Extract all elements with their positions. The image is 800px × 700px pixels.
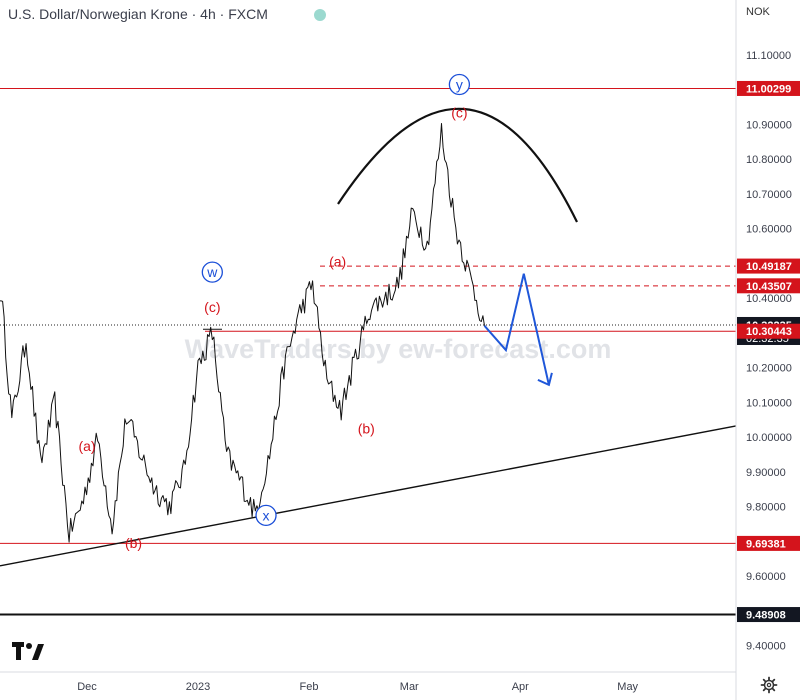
trendline-group [0, 425, 737, 567]
price-tags: 11.0029910.4918710.4350710.3223502:32:35… [737, 80, 800, 623]
x-tick-label: May [617, 681, 638, 693]
price-tag [737, 607, 800, 623]
wave-label: (c) [204, 299, 220, 315]
x-tick-label: Apr [512, 681, 529, 693]
currency-selector[interactable]: NOK [746, 6, 770, 18]
y-tick-label: 9.80000 [746, 502, 786, 514]
rounded-top-arc [337, 107, 578, 223]
wave-label-circle [201, 261, 223, 283]
x-tick-label: Feb [300, 681, 319, 693]
y-tick-label: 10.70000 [746, 189, 792, 201]
price-tag-label: 10.49187 [746, 261, 792, 273]
wave-labels: (a) (b) (c) w x (a) (b) (c) y [78, 73, 471, 551]
price-tag [737, 80, 800, 96]
time-axis[interactable]: Dec 2023 Feb Mar Apr May [77, 681, 638, 693]
wave-label: (c) [451, 104, 467, 120]
wave-label: x [263, 507, 270, 523]
y-tick-label: 11.10000 [746, 50, 791, 62]
tradingview-logo [12, 642, 44, 660]
price-tag-label: 9.69381 [746, 538, 786, 550]
support-trendline [0, 425, 737, 567]
y-tick-label: 10.60000 [746, 224, 792, 236]
y-tick-label: 9.90000 [746, 467, 786, 479]
price-tag [737, 278, 800, 294]
x-tick-label: Mar [400, 681, 419, 693]
wave-label: (b) [125, 535, 142, 551]
y-tick-label: 10.10000 [746, 397, 792, 409]
projection-arrowhead [537, 372, 553, 387]
y-tick-label: 10.00000 [746, 432, 792, 444]
wave-label: w [206, 264, 218, 280]
projection-line [483, 273, 550, 386]
wave-label-circle [255, 504, 277, 527]
wave-label-circle [448, 73, 471, 96]
x-tick-label: 2023 [186, 681, 210, 693]
y-tick-label: 9.40000 [746, 641, 786, 653]
price-line [0, 123, 485, 543]
price-tag-label: 9.48908 [746, 610, 786, 622]
price-axis[interactable]: 11.10000 10.90000 10.80000 10.70000 10.60000… [746, 50, 792, 653]
price-tag-label: 11.00299 [746, 83, 791, 95]
wave-label: (a) [329, 254, 346, 270]
wave-label: (b) [358, 421, 375, 437]
watermark: WaveTraders by ew-forecast.com [185, 334, 612, 364]
price-tag [737, 258, 800, 274]
wave-label: y [456, 77, 463, 93]
y-tick-label: 10.40000 [746, 293, 792, 305]
x-tick-label: Dec [77, 681, 97, 693]
projection-path [483, 273, 553, 387]
top-arc [337, 107, 578, 223]
price-series [0, 123, 485, 543]
price-tag-label: 10.30443 [746, 326, 792, 338]
gear-icon[interactable] [760, 676, 778, 694]
y-tick-label: 9.60000 [746, 571, 786, 583]
price-tag-label: 10.43507 [746, 281, 792, 293]
market-status-icon [314, 9, 326, 21]
y-tick-label: 10.20000 [746, 363, 792, 375]
price-tag [737, 323, 800, 339]
chart-title: U.S. Dollar/Norwegian Krone · 4h · FXCM [8, 6, 268, 22]
y-tick-label: 10.80000 [746, 154, 792, 166]
y-tick-label: 10.90000 [746, 119, 792, 131]
wave-label: (a) [78, 438, 95, 454]
price-tag [737, 535, 800, 551]
